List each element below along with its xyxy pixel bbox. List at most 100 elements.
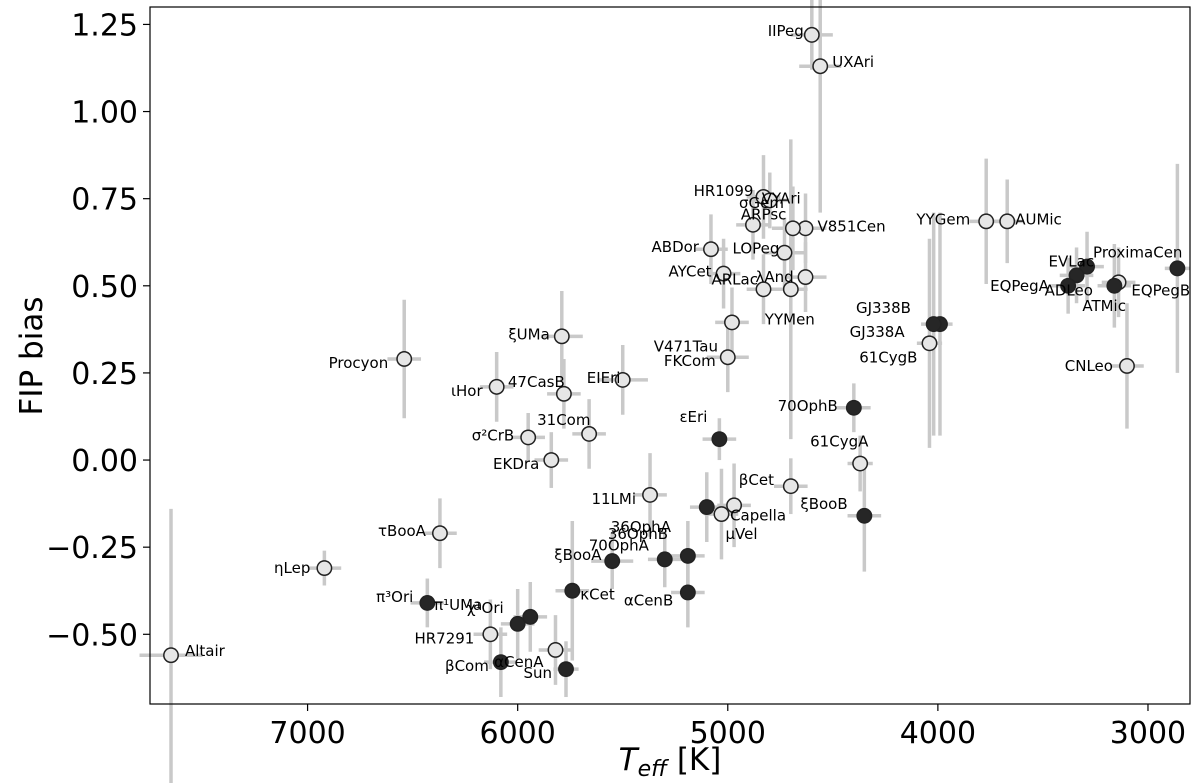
point-label-capella: Capella (730, 506, 786, 524)
data-point-hr7291 (482, 626, 499, 643)
data-point-hor (488, 378, 505, 395)
point-label-eqpegb: EQPegB (1131, 281, 1190, 299)
x-tick-label-3000: 3000 (1110, 716, 1186, 751)
point-label-31com: 31Com (537, 411, 590, 429)
data-point-2crb (520, 429, 537, 446)
data-point-yygem (978, 213, 995, 230)
point-label-altair: Altair (185, 642, 226, 660)
point-label-atmic: ATMic (1082, 297, 1126, 315)
point-label-61cygb: 61CygB (859, 348, 917, 366)
data-point-cet (782, 478, 799, 495)
data-point-proximacen (1079, 258, 1096, 275)
point-label-hor: ιHor (451, 382, 484, 400)
data-point-booa (604, 553, 621, 570)
data-point-eieri (614, 371, 631, 388)
point-label-gem: σGem (739, 194, 784, 212)
y-tick-label-0p5: 0.50 (71, 270, 138, 305)
data-point-yymen (782, 281, 799, 298)
point-label-boob: ξBooB (800, 495, 847, 513)
point-label-lopeg: LOPeg (733, 240, 780, 258)
data-point-altair (163, 647, 179, 664)
x-axis-label-unit: [K] (667, 742, 721, 778)
data-point-v471tau (724, 314, 740, 331)
data-point-lep (316, 560, 333, 577)
point-label-eqpega: EQPegA (990, 277, 1050, 295)
point-label-yymen: YYMen (764, 310, 815, 328)
x-tick-label-6000: 6000 (479, 716, 555, 751)
point-label-proximacen: ProximaCen (1093, 244, 1182, 262)
y-tick-label-neg0p25: −0.25 (46, 531, 138, 566)
point-label-abdor: ABDor (652, 238, 700, 256)
data-point-fkcom (719, 349, 736, 366)
data-point-3ori (419, 594, 436, 611)
point-label-adleo: ADLeo (1045, 281, 1093, 299)
point-label-3ori: π³Ori (376, 588, 413, 606)
data-point-1uma (522, 608, 539, 625)
data-point-cena (547, 642, 564, 658)
point-label-arpsc: ARPsc (741, 205, 787, 223)
data-point-47casb (555, 385, 572, 402)
data-point-70opha (656, 551, 673, 568)
data-point-eqpegb (1169, 260, 1186, 277)
point-label-gj338a: GJ338A (850, 323, 906, 341)
data-point-com (492, 654, 509, 671)
data-point-eqpega (1060, 277, 1077, 294)
point-label-uma: ξUMa (508, 325, 549, 343)
data-point-capella (726, 497, 743, 514)
point-label-procyon: Procyon (329, 354, 389, 372)
point-label-vyari: VYAri (762, 189, 801, 207)
point-label-ekdra: EKDra (493, 455, 539, 473)
point-label-aycet: AYCet (669, 263, 712, 281)
point-label-yygem: YYGem (915, 210, 970, 228)
data-point-cet (564, 582, 581, 599)
point-label-1uma: π¹UMa (434, 596, 482, 614)
x-axis-label-sub: eff (638, 757, 670, 782)
data-point-eri (711, 431, 728, 448)
point-label-evlac: EVLac (1049, 252, 1095, 270)
data-point-uxari (812, 58, 829, 75)
data-point-lopeg (776, 244, 793, 261)
point-label-70opha: 70OphA (589, 536, 650, 554)
point-label-vel: μVel (725, 525, 757, 543)
point-label-cena: αCenA (494, 653, 544, 671)
point-label-36opha: 36OphA (611, 518, 672, 536)
data-point-iipeg (803, 26, 820, 43)
marker-layer (163, 26, 1186, 678)
x-tick-label-5000: 5000 (690, 716, 766, 751)
data-point-cnleo (1119, 358, 1135, 374)
plot-frame (149, 6, 1191, 705)
point-label-70ophb: 70OphB (778, 397, 838, 415)
axes-layer: 7000 6000 5000 4000 3000 −0.50 −0.25 0.00 0.25 0.… (46, 8, 1186, 751)
data-point-61cygb (921, 335, 938, 352)
data-point-cenb (679, 584, 696, 601)
data-point-boob (856, 507, 873, 524)
point-label-cenb: αCenB (624, 591, 673, 609)
data-point-vyari (761, 192, 778, 209)
point-label-uxari: UXAri (832, 53, 874, 71)
point-label-v471tau: V471Tau (654, 337, 718, 355)
data-point-aumic (999, 213, 1016, 230)
point-label-booa: τBooA (378, 522, 427, 540)
data-point-atmic (1106, 277, 1123, 294)
data-point-36opha (698, 499, 715, 516)
data-point-aycet (715, 265, 732, 282)
point-label-fkcom: FKCom (664, 352, 716, 370)
y-tick-label-0p75: 0.75 (71, 183, 138, 218)
y-tick-label-neg0p5: −0.50 (46, 618, 138, 653)
x-tick-label-7000: 7000 (269, 716, 345, 751)
x-axis-label-main: T (619, 742, 640, 778)
point-label-11lmi: 11LMi (591, 490, 636, 508)
data-point-1ori (509, 615, 526, 632)
y-tick-label-1p25: 1.25 (71, 8, 138, 43)
data-point-70ophb (845, 399, 862, 416)
data-point-36ophb (679, 547, 696, 564)
x-tick-label-4000: 4000 (900, 716, 976, 751)
point-label-1ori: χ¹Ori (467, 599, 504, 617)
point-label-2crb: σ²CrB (472, 426, 514, 444)
data-point-and (797, 269, 814, 286)
point-label-61cyga: 61CygA (810, 433, 869, 451)
data-point-uma (553, 328, 570, 345)
y-tick-label-1: 1.00 (71, 96, 138, 131)
point-label-iipeg: IIPeg (768, 22, 804, 40)
